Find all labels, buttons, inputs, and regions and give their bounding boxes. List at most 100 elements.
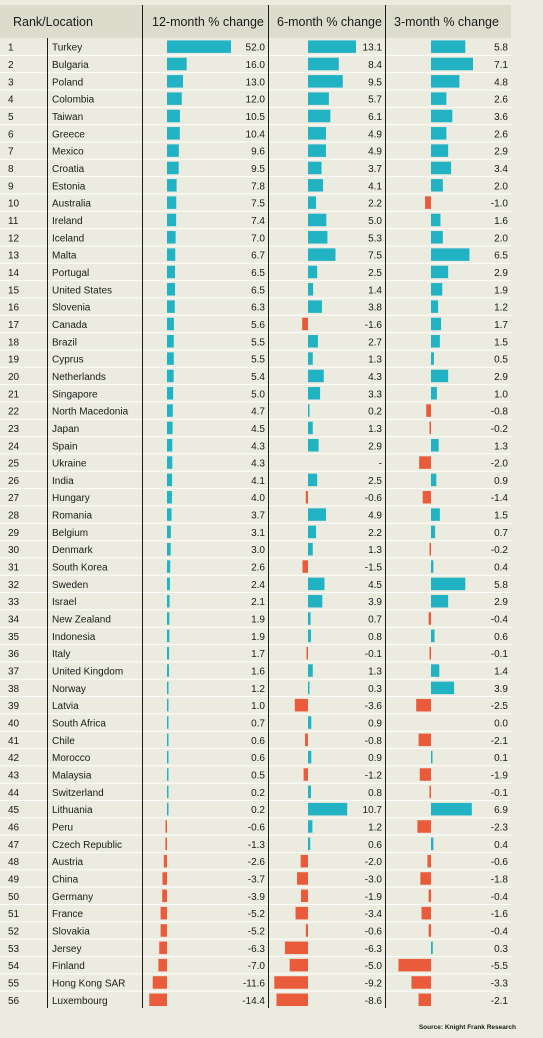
m3-bar — [431, 92, 447, 105]
m3-bar — [431, 473, 437, 487]
location-cell: Israel — [52, 597, 76, 608]
m6-value-label: 0.3 — [368, 684, 382, 695]
m3-value-label: 2.9 — [494, 268, 508, 279]
m12-bar — [167, 421, 173, 435]
m12-bar — [160, 906, 167, 920]
rank-cell: 14 — [8, 268, 20, 279]
rank-cell: 45 — [8, 805, 20, 816]
m6-bar — [308, 265, 318, 279]
location-cell: France — [52, 909, 84, 920]
table-row: 2 Bulgaria 16.0 8.4 7.1 — [0, 54, 511, 71]
m12-value-label: 5.6 — [251, 320, 265, 331]
m12-bar — [167, 231, 176, 244]
m3-value-label: -2.1 — [491, 996, 509, 1007]
m3-value-label: -1.6 — [491, 909, 509, 920]
m6-bar — [305, 733, 308, 747]
location-cell: Germany — [52, 892, 93, 903]
m12-value-label: 4.5 — [251, 424, 265, 435]
m12-value-label: 5.5 — [251, 355, 265, 366]
table-row: 27 Hungary 4.0 -0.6 -1.4 — [0, 488, 511, 504]
table-row: 45 Lithuania 0.2 10.7 6.9 — [0, 800, 511, 816]
m6-bar — [308, 127, 326, 140]
m6-value-label: 2.9 — [368, 441, 382, 452]
location-cell: Iceland — [52, 233, 84, 244]
m6-value-label: -1.6 — [365, 320, 383, 331]
m12-bar — [167, 508, 172, 521]
m3-bar — [418, 993, 431, 1007]
m12-value-label: 6.5 — [251, 285, 265, 296]
m6-value-label: -2.0 — [365, 857, 383, 868]
m3-bar — [419, 456, 431, 469]
m3-value-label: -0.8 — [491, 407, 509, 418]
rank-cell: 41 — [8, 736, 20, 747]
m3-value-label: 0.4 — [494, 840, 508, 851]
m3-value-label: -2.0 — [491, 459, 509, 470]
rank-cell: 20 — [8, 372, 20, 383]
header-band — [0, 5, 511, 38]
m12-bar — [167, 179, 177, 192]
location-cell: Morocco — [52, 753, 91, 764]
m3-bar — [431, 127, 447, 140]
m6-value-label: 1.3 — [368, 545, 382, 556]
rank-cell: 9 — [8, 181, 14, 192]
m6-bar — [308, 716, 312, 729]
m12-bar — [167, 127, 180, 140]
m12-bar — [167, 75, 183, 88]
m6-bar — [308, 421, 313, 435]
m12-bar — [167, 369, 174, 383]
m3-bar — [431, 40, 466, 53]
m6-value-label: 10.7 — [363, 805, 383, 816]
m12-bar — [160, 924, 167, 937]
m12-value-label: 5.0 — [251, 389, 265, 400]
m3-value-label: 0.9 — [494, 476, 508, 487]
m3-value-label: 0.5 — [494, 355, 508, 366]
m12-value-label: 5.5 — [251, 337, 265, 348]
m3-value-label: -0.2 — [491, 545, 509, 556]
m3-bar — [431, 265, 449, 279]
m3-bar — [429, 785, 431, 799]
location-cell: China — [52, 875, 79, 886]
m6-value-label: 7.5 — [368, 251, 382, 262]
table-row: 10 Australia 7.5 2.2 -1.0 — [0, 193, 511, 210]
m6-value-label: 0.2 — [368, 407, 382, 418]
m6-bar — [302, 560, 308, 573]
m12-bar — [165, 820, 167, 833]
m3-bar — [428, 889, 431, 903]
table-row: 4 Colombia 12.0 5.7 2.6 — [0, 89, 511, 106]
m3-value-label: 2.6 — [494, 129, 508, 140]
m12-bar — [167, 317, 174, 331]
m12-value-label: 0.2 — [251, 788, 265, 799]
rank-cell: 16 — [8, 303, 20, 314]
rank-cell: 25 — [8, 459, 20, 470]
rank-cell: 52 — [8, 926, 20, 937]
rank-cell: 8 — [8, 164, 14, 175]
m3-bar — [431, 317, 442, 331]
m6-bar — [308, 473, 318, 487]
rank-cell: 26 — [8, 476, 20, 487]
m6-value-label: 5.3 — [368, 233, 382, 244]
rank-cell: 27 — [8, 493, 20, 504]
m3-bar — [431, 439, 439, 452]
m6-bar — [301, 889, 308, 903]
m3-bar — [431, 231, 443, 244]
header-3-month: 3-month % change — [394, 15, 499, 29]
m3-value-label: 0.3 — [494, 944, 508, 955]
table-row: 43 Malaysia 0.5 -1.2 -1.9 — [0, 765, 511, 782]
m12-value-label: 3.0 — [251, 545, 265, 556]
m12-bar — [167, 161, 179, 175]
m6-bar — [308, 196, 317, 209]
m3-bar — [426, 404, 431, 417]
m12-value-label: 0.7 — [251, 719, 265, 730]
m12-value-label: 3.7 — [251, 511, 265, 522]
rank-cell: 22 — [8, 407, 20, 418]
m6-value-label: 1.3 — [368, 355, 382, 366]
m3-bar — [431, 560, 434, 573]
location-cell: Norway — [52, 684, 86, 695]
m12-value-label: -5.2 — [248, 926, 266, 937]
m12-value-label: 6.7 — [251, 251, 265, 262]
m3-bar — [431, 144, 449, 157]
m3-bar — [431, 629, 435, 643]
m12-bar — [167, 785, 169, 799]
m6-value-label: 1.3 — [368, 424, 382, 435]
m12-value-label: 1.9 — [251, 615, 265, 626]
